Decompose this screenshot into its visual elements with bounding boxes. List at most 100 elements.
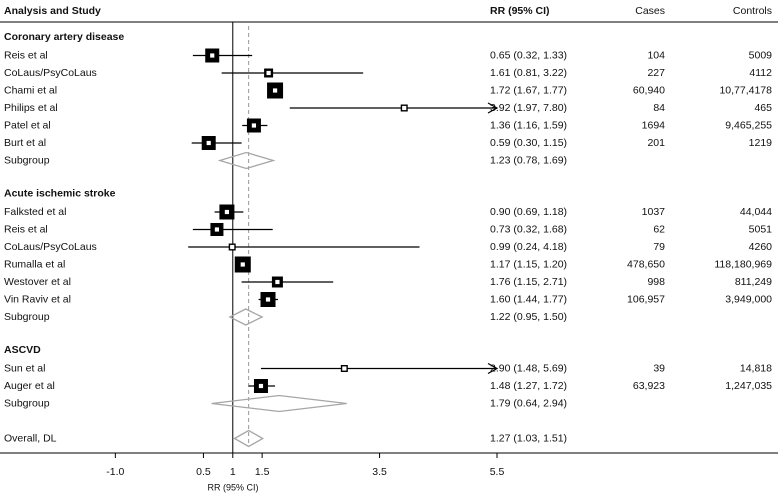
point [341, 365, 348, 372]
controls: 44,044 [740, 206, 772, 218]
row-label: Burt et al [4, 137, 46, 149]
cases: 227 [647, 67, 665, 79]
point [224, 209, 230, 215]
column-header: Controls [733, 5, 772, 17]
point [258, 383, 264, 389]
ci-label: 0.73 (0.32, 1.68) [490, 223, 567, 235]
point [214, 226, 220, 233]
controls: 1219 [749, 137, 773, 149]
x-tick-label: 3.5 [372, 466, 387, 478]
controls: 14,818 [740, 362, 772, 374]
row-label: Westover et al [4, 276, 71, 288]
diamond [233, 429, 265, 448]
cases: 60,940 [633, 84, 665, 96]
point [209, 52, 216, 59]
diamond [228, 308, 264, 326]
cases: 1037 [642, 206, 666, 218]
cases: 104 [647, 49, 665, 61]
diamond [211, 394, 347, 413]
cases: 478,650 [627, 258, 665, 270]
row-label: Subgroup [4, 397, 50, 409]
controls: 9,465,255 [725, 119, 772, 131]
ci-label: 1.17 (1.15, 1.20) [490, 258, 567, 270]
row-label: Auger et al [4, 380, 55, 392]
point [265, 70, 272, 76]
point [229, 244, 236, 250]
row-label: CoLaus/PsyCoLaus [4, 241, 97, 253]
column-header: Cases [635, 5, 665, 17]
controls: 118,180,969 [714, 258, 772, 270]
row-label: Philips et al [4, 102, 58, 114]
ci-arrow [487, 102, 499, 114]
cases: 79 [653, 241, 665, 253]
row-label: CoLaus/PsyCoLaus [4, 67, 97, 79]
controls: 1,247,035 [725, 380, 772, 392]
ci-label: 0.99 (0.24, 4.18) [490, 241, 567, 253]
row-label: Overall, DL [4, 432, 57, 444]
cases: 201 [647, 137, 665, 149]
ci-label: 1.61 (0.81, 3.22) [490, 67, 567, 79]
ci-label: 1.23 (0.78, 1.69) [490, 154, 567, 166]
row-label: Reis et al [4, 49, 48, 61]
point [251, 122, 257, 129]
controls: 4112 [749, 67, 772, 79]
row-label: Subgroup [4, 154, 50, 166]
x-tick-label: 0.5 [196, 466, 211, 478]
ci-label: 1.48 (1.27, 1.72) [490, 380, 567, 392]
row-label: Subgroup [4, 311, 50, 323]
ci-label: 1.22 (0.95, 1.50) [490, 311, 567, 323]
cases: 106,957 [627, 293, 665, 305]
ci-label: 0.65 (0.32, 1.33) [490, 49, 567, 61]
controls: 465 [754, 102, 772, 114]
ci-label: 1.60 (1.44, 1.77) [490, 293, 567, 305]
ci-label: 1.76 (1.15, 2.71) [490, 276, 567, 288]
point [272, 87, 278, 94]
ci-label: 3.92 (1.97, 7.80) [490, 102, 567, 114]
controls: 811,249 [735, 276, 772, 288]
row-label: Vin Raviv et al [4, 293, 71, 305]
ci-label: 1.36 (1.16, 1.59) [490, 119, 567, 131]
ci-label: 1.27 (1.03, 1.51) [490, 432, 567, 444]
controls: 4260 [749, 241, 773, 253]
cases: 998 [647, 276, 665, 288]
x-tick-label: 5.5 [490, 466, 505, 478]
point [205, 140, 212, 146]
cases: 62 [653, 223, 665, 235]
group-label: Coronary artery disease [4, 31, 124, 43]
row-label: Falksted et al [4, 206, 66, 218]
point [274, 279, 281, 285]
point [265, 296, 271, 303]
ci-arrow [487, 362, 499, 375]
x-tick-label: -1.0 [106, 466, 124, 478]
ci-label: 1.72 (1.67, 1.77) [490, 84, 567, 96]
row-label: Patel et al [4, 119, 51, 131]
cases: 1694 [642, 119, 666, 131]
row-label: Reis et al [4, 223, 48, 235]
x-axis-title: RR (95% CI) [207, 482, 258, 492]
cases: 63,923 [633, 380, 665, 392]
group-label: ASCVD [4, 344, 41, 356]
group-label: Acute ischemic stroke [4, 187, 116, 199]
point [239, 261, 246, 268]
cases: 84 [653, 102, 665, 114]
point [401, 105, 408, 111]
controls: 5051 [749, 223, 773, 235]
x-tick-label: 1.5 [255, 466, 270, 478]
controls: 3,949,000 [725, 293, 772, 305]
ci-label: 1.79 (0.64, 2.94) [490, 397, 567, 409]
row-label: Sun et al [4, 362, 45, 374]
controls: 10,77,4178 [719, 84, 772, 96]
x-tick-label: 1 [230, 466, 236, 478]
row-label: Chami et al [4, 84, 57, 96]
column-header: Analysis and Study [4, 5, 101, 17]
controls: 5009 [749, 49, 773, 61]
ci-label: 2.90 (1.48, 5.69) [490, 362, 567, 374]
ci-label: 0.59 (0.30, 1.15) [490, 137, 567, 149]
column-header: RR (95% CI) [490, 5, 550, 17]
ci-label: 0.90 (0.69, 1.18) [490, 206, 567, 218]
row-label: Rumalla et al [4, 258, 65, 270]
cases: 39 [653, 362, 665, 374]
diamond [217, 151, 276, 170]
